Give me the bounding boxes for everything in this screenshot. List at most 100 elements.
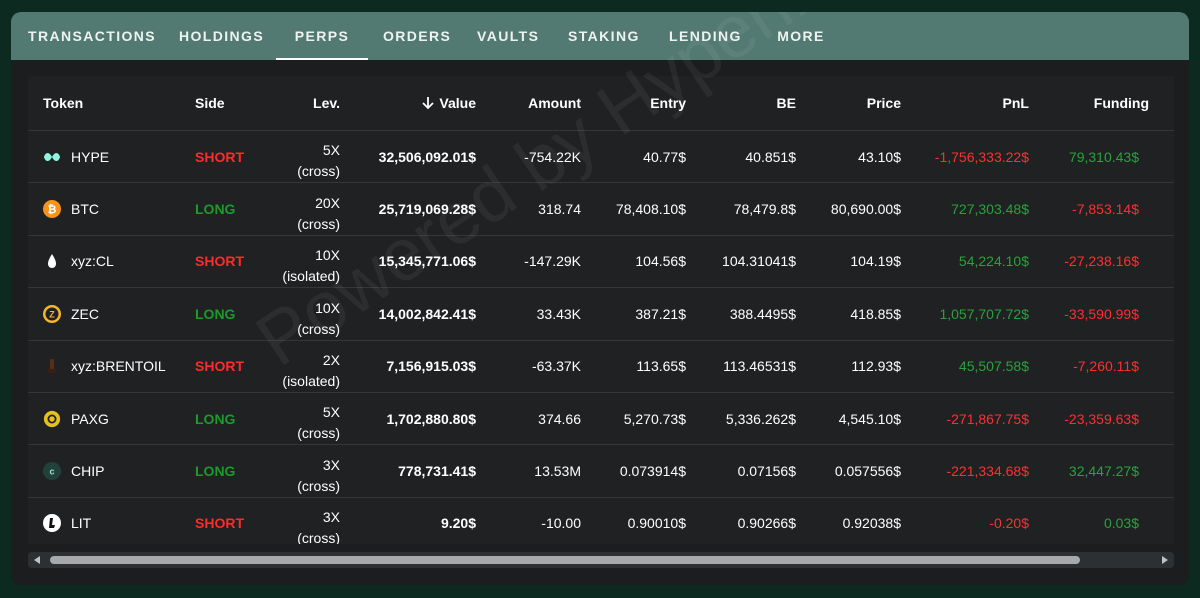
tab-perps[interactable]: PERPS bbox=[276, 12, 368, 60]
token-cell[interactable]: xyz:CL bbox=[43, 236, 114, 287]
btc-icon: ₿ bbox=[43, 200, 61, 219]
amount-cell: 13.53M bbox=[534, 463, 581, 480]
scroll-right-icon[interactable] bbox=[1162, 556, 1168, 564]
be-cell: 0.90266$ bbox=[737, 515, 796, 532]
hype-icon bbox=[43, 148, 61, 166]
margin-mode: (cross) bbox=[297, 477, 340, 494]
funding-cell: -27,238.16$ bbox=[1064, 253, 1139, 270]
be-cell: 104.31041$ bbox=[722, 253, 796, 270]
perps-panel: TRANSACTIONS HOLDINGS PERPS ORDERS VAULT… bbox=[11, 12, 1189, 585]
svg-text:Z: Z bbox=[49, 309, 55, 319]
token-cell[interactable]: PAXG bbox=[43, 393, 109, 444]
side-badge: LONG bbox=[195, 463, 236, 480]
side-badge: LONG bbox=[195, 410, 236, 427]
leverage-value: 2X bbox=[322, 351, 340, 368]
col-pnl[interactable]: PnL bbox=[1002, 95, 1029, 111]
entry-cell: 40.77$ bbox=[643, 148, 686, 165]
tab-more[interactable]: MORE bbox=[777, 28, 825, 44]
tab-vaults[interactable]: VAULTS bbox=[477, 28, 540, 44]
horizontal-scrollbar[interactable] bbox=[28, 552, 1174, 568]
token-name: LIT bbox=[71, 515, 92, 532]
token-cell[interactable]: HYPE bbox=[43, 131, 109, 182]
token-cell[interactable]: Z ZEC bbox=[43, 288, 99, 339]
margin-mode: (cross) bbox=[297, 163, 340, 180]
be-cell: 0.07156$ bbox=[737, 463, 796, 480]
col-price[interactable]: Price bbox=[866, 95, 901, 111]
oil-drop-icon bbox=[43, 252, 61, 270]
pnl-cell: -1,756,333.22$ bbox=[934, 148, 1029, 165]
table-row[interactable]: xyz:CL SHORT 10X (isolated) 15,345,771.0… bbox=[28, 236, 1174, 289]
leverage-cell: 10X (cross) bbox=[258, 288, 340, 339]
side-badge: SHORT bbox=[195, 148, 244, 165]
amount-cell: 374.66 bbox=[538, 410, 581, 427]
token-name: HYPE bbox=[71, 148, 110, 165]
price-cell: 43.10$ bbox=[858, 148, 901, 165]
token-cell[interactable]: LIT bbox=[43, 498, 91, 544]
token-name: BTC bbox=[71, 201, 99, 218]
tab-orders[interactable]: ORDERS bbox=[383, 28, 452, 44]
tab-lending[interactable]: LENDING bbox=[669, 28, 742, 44]
be-cell: 113.46531$ bbox=[723, 358, 796, 375]
token-cell[interactable]: ₿ BTC bbox=[43, 183, 99, 234]
be-cell: 5,336.262$ bbox=[725, 410, 796, 427]
table-row[interactable]: PAXG LONG 5X (cross) 1,702,880.80$ 374.6… bbox=[28, 393, 1174, 446]
chip-icon: c bbox=[43, 462, 61, 481]
funding-cell: -7,853.14$ bbox=[1072, 201, 1139, 218]
margin-mode: (cross) bbox=[297, 530, 340, 544]
table-row[interactable]: xyz:BRENTOIL SHORT 2X (isolated) 7,156,9… bbox=[28, 341, 1174, 393]
value-cell: 25,719,069.28$ bbox=[378, 201, 476, 218]
svg-text:c: c bbox=[49, 467, 54, 477]
table-row[interactable]: c CHIP LONG 3X (cross) 778,731.41$ 13.53… bbox=[28, 445, 1174, 498]
margin-mode: (cross) bbox=[297, 215, 340, 232]
table-row[interactable]: ₿ BTC LONG 20X (cross) 25,719,069.28$ 31… bbox=[28, 183, 1174, 236]
col-be[interactable]: BE bbox=[776, 95, 796, 111]
col-value[interactable]: Value bbox=[368, 76, 476, 130]
margin-mode: (cross) bbox=[297, 425, 340, 442]
price-cell: 112.93$ bbox=[851, 358, 901, 375]
price-cell: 80,690.00$ bbox=[830, 201, 901, 218]
funding-cell: -23,359.63$ bbox=[1064, 410, 1139, 427]
entry-cell: 104.56$ bbox=[635, 253, 686, 270]
be-cell: 388.4495$ bbox=[729, 305, 796, 322]
leverage-value: 5X bbox=[322, 404, 340, 421]
table-row[interactable]: Z ZEC LONG 10X (cross) 14,002,842.41$ 33… bbox=[28, 288, 1174, 341]
leverage-value: 10X bbox=[315, 247, 340, 264]
value-cell: 9.20$ bbox=[440, 515, 476, 532]
svg-text:₿: ₿ bbox=[48, 204, 57, 216]
price-cell: 418.85$ bbox=[850, 305, 901, 322]
col-lev[interactable]: Lev. bbox=[313, 95, 340, 111]
amount-cell: -754.22K bbox=[524, 148, 581, 165]
token-name: PAXG bbox=[71, 410, 109, 427]
table-row[interactable]: LIT SHORT 3X (cross) 9.20$ -10.00 0.9001… bbox=[28, 498, 1174, 544]
leverage-cell: 20X (cross) bbox=[258, 183, 340, 234]
token-cell[interactable]: xyz:BRENTOIL bbox=[43, 341, 166, 392]
pnl-cell: -0.20$ bbox=[989, 515, 1029, 532]
tab-holdings[interactable]: HOLDINGS bbox=[179, 28, 265, 44]
funding-cell: -7,260.11$ bbox=[1073, 358, 1139, 375]
pnl-cell: 727,303.48$ bbox=[951, 201, 1029, 218]
token-cell[interactable]: c CHIP bbox=[43, 445, 104, 496]
tab-transactions[interactable]: TRANSACTIONS bbox=[28, 28, 157, 44]
funding-cell: 32,447.27$ bbox=[1068, 463, 1139, 480]
margin-mode: (isolated) bbox=[282, 268, 340, 285]
col-funding[interactable]: Funding bbox=[1093, 95, 1149, 111]
tab-staking[interactable]: STAKING bbox=[568, 28, 640, 44]
scroll-thumb[interactable] bbox=[50, 556, 1080, 564]
table-row[interactable]: HYPE SHORT 5X (cross) 32,506,092.01$ -75… bbox=[28, 131, 1174, 184]
leverage-cell: 5X (cross) bbox=[258, 393, 340, 444]
col-side[interactable]: Side bbox=[195, 95, 225, 111]
value-cell: 15,345,771.06$ bbox=[378, 253, 476, 270]
leverage-cell: 3X (cross) bbox=[258, 445, 340, 496]
col-value-label: Value bbox=[439, 95, 476, 111]
col-amount[interactable]: Amount bbox=[528, 95, 581, 111]
entry-cell: 0.90010$ bbox=[627, 515, 686, 532]
col-token[interactable]: Token bbox=[43, 95, 84, 111]
scroll-left-icon[interactable] bbox=[34, 556, 40, 564]
token-name: ZEC bbox=[71, 305, 99, 322]
amount-cell: 33.43K bbox=[536, 305, 581, 322]
tab-bar: TRANSACTIONS HOLDINGS PERPS ORDERS VAULT… bbox=[11, 12, 1189, 60]
be-cell: 78,479.8$ bbox=[733, 201, 796, 218]
side-badge: SHORT bbox=[195, 358, 244, 375]
col-entry[interactable]: Entry bbox=[650, 95, 686, 111]
funding-cell: -33,590.99$ bbox=[1064, 305, 1139, 322]
